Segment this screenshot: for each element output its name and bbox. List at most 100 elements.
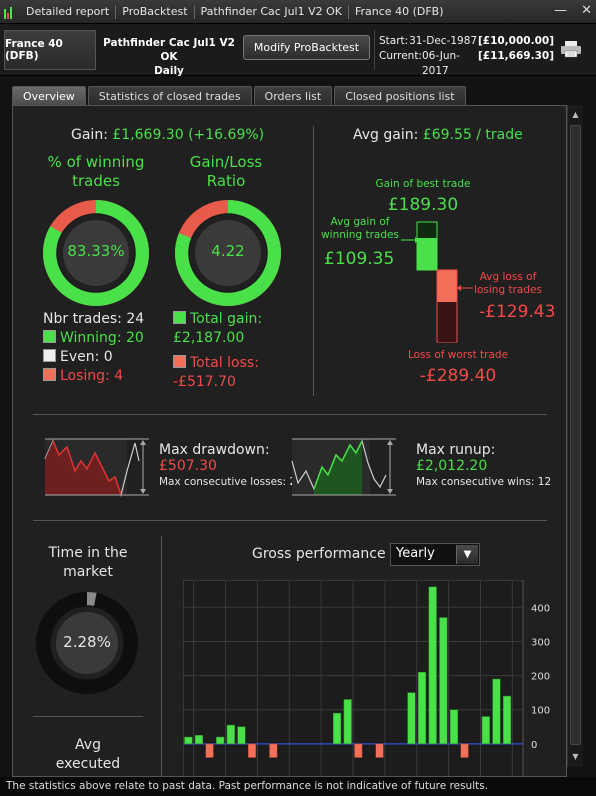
scroll-up-icon[interactable]: ▲: [572, 110, 579, 119]
arrow-left-icon: [457, 285, 461, 291]
y-tick-label: 400: [531, 603, 550, 614]
bar-gain: [481, 716, 490, 745]
avg-executed-line1: Avg: [75, 737, 101, 753]
bar-gain: [333, 712, 342, 745]
total-loss-label: Total loss:: [190, 355, 259, 371]
chevron-down-icon: ▼: [456, 545, 478, 564]
avg-executed-title: Avg executed: [33, 736, 143, 774]
donut-center: [195, 220, 261, 286]
report-tabs: Overview Statistics of closed trades Ord…: [12, 86, 466, 106]
gross-performance-chart: 0 100 200 300 400: [183, 580, 550, 776]
bar-gain: [216, 736, 225, 745]
winning-swatch: [43, 330, 56, 343]
strategy-name: Pathfinder Cac Jul1 V2 OK: [103, 37, 235, 63]
bar-loss: [205, 743, 214, 758]
printer-icon[interactable]: [560, 40, 582, 58]
winning-title-line2: trades: [72, 172, 120, 190]
period-select-value: Yearly: [396, 546, 435, 561]
current-label: Current:: [379, 50, 422, 62]
title-bar: Detailed report ProBacktest Pathfinder C…: [0, 0, 596, 24]
modify-probacktest-button[interactable]: Modify ProBacktest: [243, 35, 370, 60]
max-drawdown-value: £507.30: [159, 458, 217, 474]
strategy-info: Pathfinder Cac Jul1 V2 OK Daily: [98, 30, 240, 77]
even-swatch: [43, 349, 56, 362]
scroll-thumb[interactable]: [570, 125, 581, 745]
bar-gain: [343, 699, 352, 745]
max-runup-value: £2,012.20: [416, 458, 488, 474]
vertical-scrollbar[interactable]: ▲ ▼: [567, 105, 583, 767]
total-loss-value: -£517.70: [173, 374, 236, 390]
max-consecutive-losses: Max consecutive losses: 2: [159, 476, 297, 488]
divider: [313, 126, 314, 396]
time-in-market-value: 2.28%: [63, 633, 111, 651]
title-instrument: France 40 (DFB): [355, 4, 444, 18]
avg-executed-line2: executed: [55, 756, 121, 772]
current-capital: [£11,669.30]: [477, 50, 554, 62]
time-market-line1: Time in the: [48, 545, 128, 561]
ratio-value: 4.22: [211, 242, 245, 260]
bar-loss: [248, 743, 257, 758]
losing-swatch: [43, 368, 56, 381]
title-probacktest: ProBacktest: [116, 4, 195, 19]
minimize-button[interactable]: —: [554, 3, 568, 18]
bar-gain: [449, 709, 458, 745]
max-runup-label: Max runup:: [416, 442, 496, 458]
even-count: Even: 0: [60, 349, 113, 365]
worst-trade-label: Loss of worst trade: [407, 349, 509, 361]
worst-trade-fill: [438, 302, 456, 342]
runup-sparkline: [291, 438, 396, 496]
ratio-donut: [175, 200, 281, 306]
tab-overview[interactable]: Overview: [12, 86, 86, 106]
tab-orders-list[interactable]: Orders list: [253, 86, 333, 106]
total-loss-swatch: [173, 355, 186, 368]
strategy-timeframe: Daily: [154, 65, 184, 77]
donut-win-arc: [43, 200, 149, 306]
bar-gain: [194, 735, 203, 745]
ratio-title-line2: Ratio: [206, 172, 246, 190]
period-select[interactable]: Yearly ▼: [390, 543, 480, 566]
avg-loss-label-line1: Avg loss of: [479, 271, 537, 283]
current-date: 06-Jun-2017: [421, 50, 460, 77]
donut-center: [56, 612, 118, 674]
time-market-line2: market: [63, 564, 113, 580]
bar-gain: [237, 726, 246, 745]
bar-gain: [226, 724, 235, 745]
winning-trades-donut: [43, 200, 149, 306]
gain-loss-totals: Total gain: £2,187.00 Total loss: -£517.…: [173, 310, 262, 392]
y-tick-label: 300: [531, 637, 550, 648]
avg-win-label: Avg gain of winning trades: [313, 216, 407, 242]
trade-range-bars: [401, 221, 473, 343]
avg-gain-value: £69.55 / trade: [422, 127, 523, 143]
winning-count: Winning: 20: [60, 330, 144, 346]
bar-gain: [418, 671, 427, 745]
bar-loss: [375, 743, 384, 758]
best-trade-value: £189.30: [387, 195, 459, 215]
title-strategy: Pathfinder Cac Jul1 V2 OK: [195, 4, 349, 19]
avg-win-bar: [417, 238, 437, 270]
avg-gain-label: Avg gain:: [353, 127, 419, 143]
tab-statistics-closed-trades[interactable]: Statistics of closed trades: [87, 86, 252, 106]
max-consecutive-wins: Max consecutive wins: 12: [416, 476, 552, 488]
arrow-right-icon: [415, 237, 419, 243]
total-gain-swatch: [173, 311, 186, 324]
overview-panel: Gain: £1,669.30 (+16.69%) % of winning t…: [12, 105, 567, 777]
bar-gain: [503, 695, 512, 745]
nbr-trades: Nbr trades: 24: [43, 311, 145, 327]
time-in-market-title: Time in the market: [33, 544, 143, 582]
disclaimer-footer: The statistics above relate to past data…: [0, 777, 596, 796]
divider: [33, 520, 547, 521]
avg-loss-label-line2: losing trades: [474, 284, 542, 296]
tab-closed-positions-list[interactable]: Closed positions list: [334, 86, 466, 106]
close-button[interactable]: ✕: [581, 3, 592, 18]
avg-loss-value: -£129.43: [479, 302, 556, 322]
divider: [33, 414, 547, 415]
runup-info: Max runup: £2,012.20 Max consecutive win…: [416, 442, 551, 488]
scroll-down-icon[interactable]: ▼: [572, 752, 579, 761]
bar-loss: [269, 743, 278, 758]
bar-loss: [460, 743, 469, 758]
avg-gain-summary: Avg gain: £69.55 / trade: [353, 127, 523, 143]
bar-gain: [439, 617, 448, 745]
bar-gain: [428, 586, 437, 745]
start-date: 31-Dec-1987: [409, 35, 478, 47]
drawdown-info: Max drawdown: £507.30 Max consecutive lo…: [159, 442, 296, 488]
